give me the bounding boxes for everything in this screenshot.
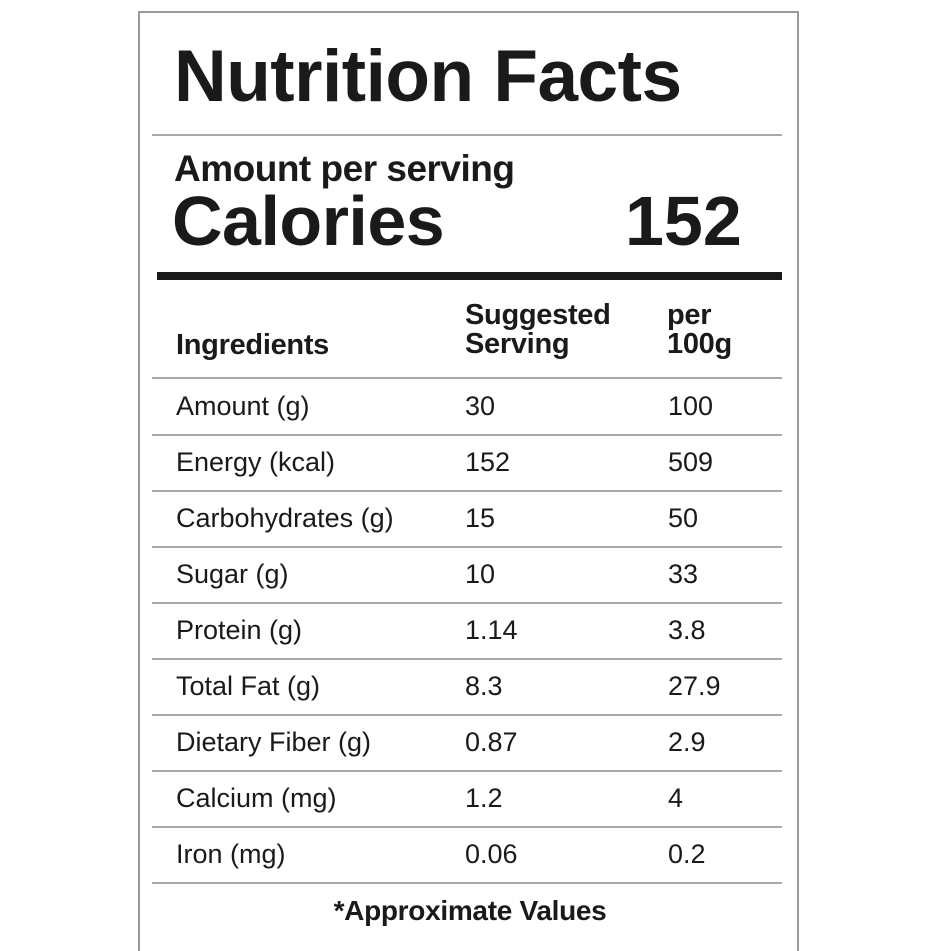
row-divider (152, 602, 782, 604)
label-title: Nutrition Facts (174, 36, 682, 117)
suggested-serving-value: 0.87 (465, 727, 518, 757)
row-divider (152, 882, 782, 884)
nutrition-label-panel (138, 11, 799, 951)
calories-value: 152 (625, 182, 742, 260)
amount-per-serving: Amount per serving (174, 148, 515, 189)
suggested-serving-value: 8.3 (465, 671, 503, 701)
row-divider (152, 714, 782, 716)
row-divider (152, 490, 782, 492)
row-divider (152, 658, 782, 660)
footnote: *Approximate Values (333, 895, 607, 926)
header-ingredients: Ingredients (176, 329, 329, 361)
header-suggested-serving: Suggested Serving (465, 301, 611, 359)
nutrient-name: Total Fat (g) (176, 671, 321, 701)
row-divider (152, 546, 782, 548)
per-100g-value: 33 (668, 559, 699, 589)
suggested-serving-value: 0.06 (465, 839, 518, 869)
nutrient-name: Sugar (g) (176, 559, 289, 589)
suggested-serving-value: 1.14 (465, 615, 518, 645)
per-100g-value: 100 (668, 391, 714, 421)
nutrient-name: Calcium (mg) (176, 783, 337, 813)
per-100g-value: 50 (668, 503, 699, 533)
per-100g-value: 27.9 (668, 671, 721, 701)
header-line: Serving (465, 328, 570, 360)
per-100g-value: 4 (668, 783, 684, 813)
per-100g-value: 2.9 (668, 727, 706, 757)
header-line: 100g (667, 328, 732, 360)
header-per-100g: per 100g (667, 301, 732, 359)
row-divider (152, 826, 782, 828)
suggested-serving-value: 30 (465, 391, 496, 421)
per-100g-value: 509 (668, 447, 714, 477)
suggested-serving-value: 15 (465, 503, 496, 533)
suggested-serving-value: 1.2 (465, 783, 503, 813)
nutrient-name: Iron (mg) (176, 839, 286, 869)
divider (152, 134, 782, 136)
row-divider (152, 434, 782, 436)
calories-label: Calories (172, 182, 445, 260)
nutrient-name: Protein (g) (176, 615, 303, 645)
suggested-serving-value: 152 (465, 447, 511, 477)
row-divider (152, 770, 782, 772)
suggested-serving-value: 10 (465, 559, 496, 589)
per-100g-value: 3.8 (668, 615, 706, 645)
nutrient-name: Carbohydrates (g) (176, 503, 394, 533)
nutrient-name: Energy (kcal) (176, 447, 336, 477)
nutrient-name: Dietary Fiber (g) (176, 727, 372, 757)
header-line: Suggested (465, 299, 611, 331)
thick-divider (157, 272, 782, 280)
header-line: per (667, 299, 712, 331)
nutrient-name: Amount (g) (176, 391, 310, 421)
per-100g-value: 0.2 (668, 839, 706, 869)
divider (152, 377, 782, 379)
